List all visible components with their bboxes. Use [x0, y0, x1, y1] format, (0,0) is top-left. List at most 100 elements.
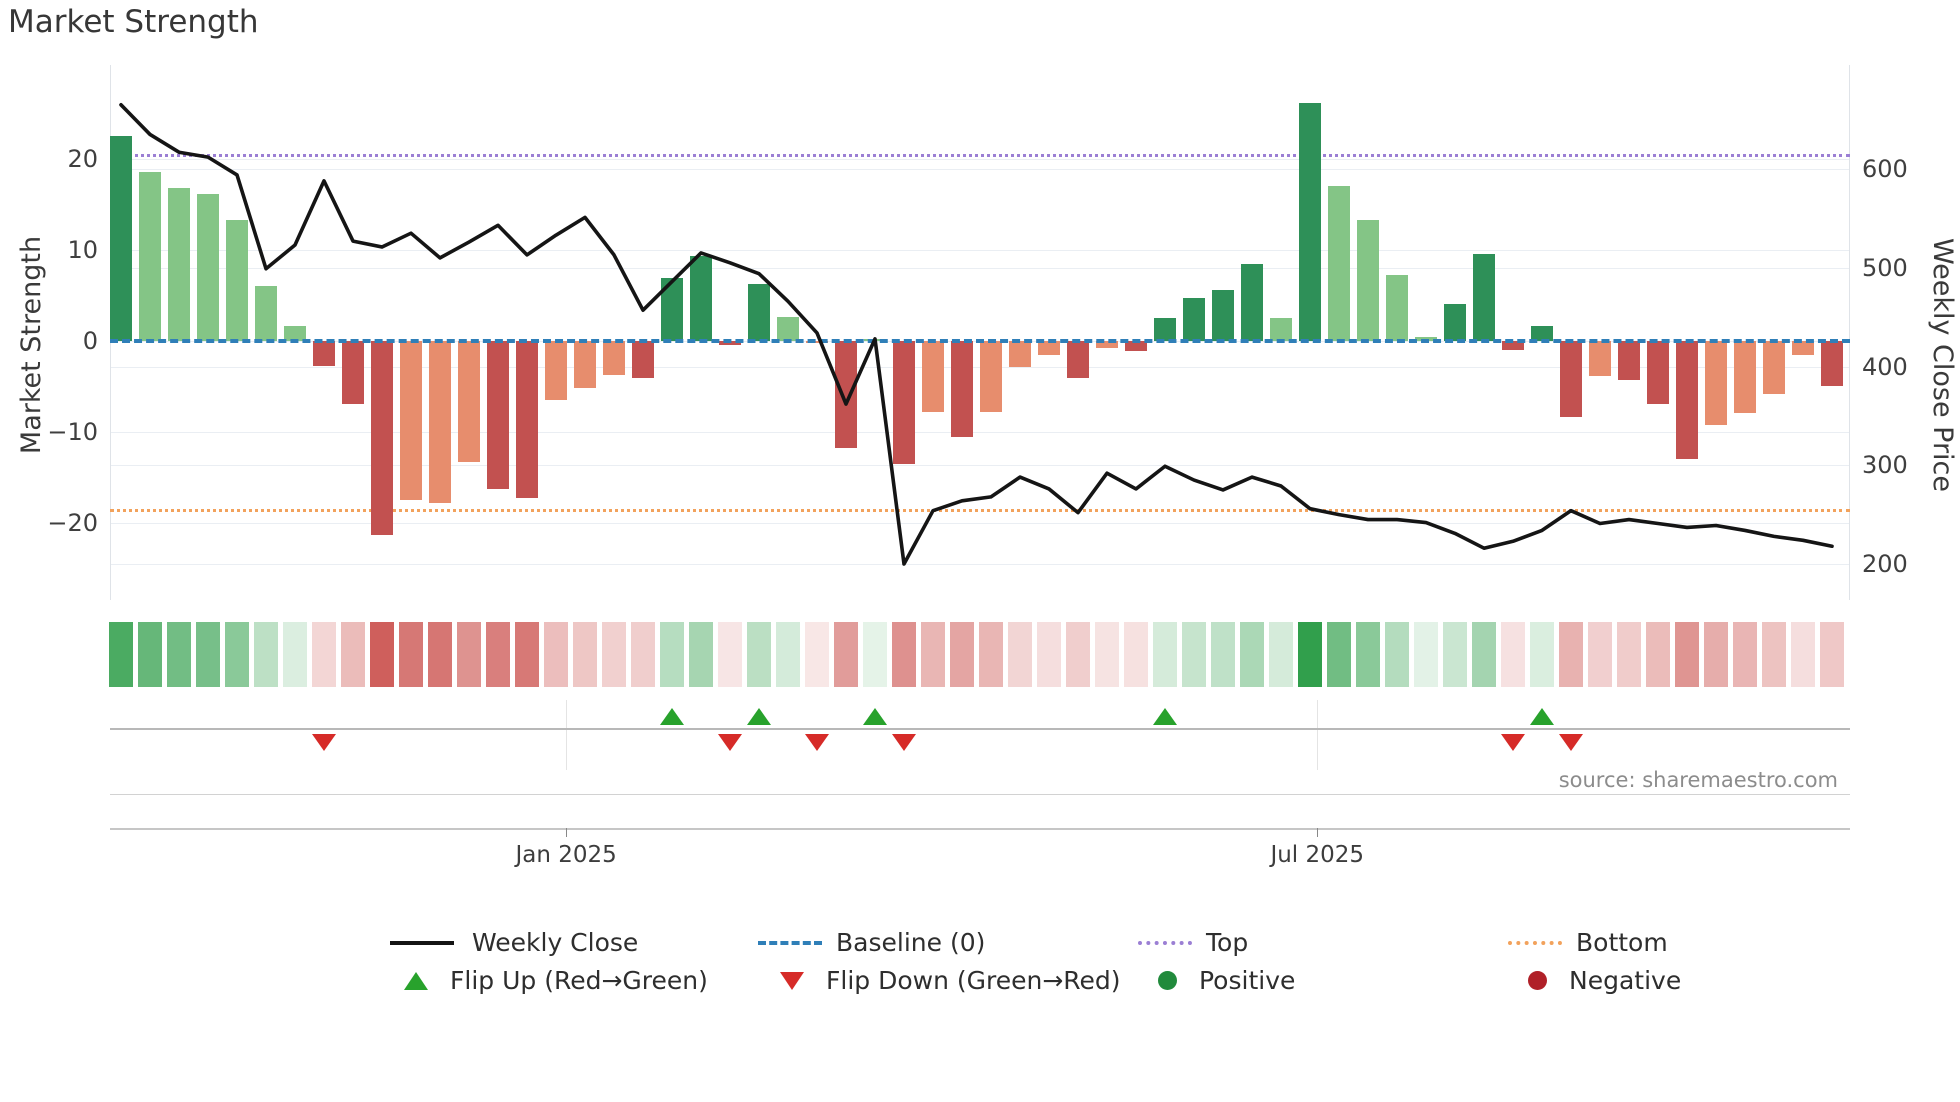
- top-dotted-swatch: [1138, 940, 1192, 945]
- heat-strip-cell: [1588, 622, 1612, 687]
- strength-bar: [690, 256, 712, 341]
- h-gridline: [110, 465, 1850, 467]
- heat-strip-cell: [1559, 622, 1583, 687]
- legend-label: Positive: [1199, 966, 1296, 995]
- legend-item-flip-up: Flip Up (Red→Green): [404, 966, 708, 995]
- bottom-threshold-line: [110, 509, 1850, 513]
- heat-strip-cell: [341, 622, 365, 687]
- heat-strip-cell: [196, 622, 220, 687]
- x-tick-label: Jul 2025: [1270, 842, 1365, 868]
- heat-strip-cell: [747, 622, 771, 687]
- flip-up-marker: [863, 708, 887, 725]
- marker-midline: [110, 728, 1850, 730]
- strength-bar: [516, 341, 538, 499]
- strength-bar: [487, 341, 509, 490]
- flip-down-marker: [1501, 734, 1525, 751]
- heat-strip-cell: [167, 622, 191, 687]
- heat-strip-cell: [1675, 622, 1699, 687]
- heat-strip-cell: [225, 622, 249, 687]
- legend-label: Negative: [1569, 966, 1682, 995]
- legend-item-weekly-close: Weekly Close: [390, 928, 638, 957]
- strength-bar: [1473, 253, 1495, 341]
- heat-strip-cell: [805, 622, 829, 687]
- strength-bar: [1125, 341, 1147, 351]
- baseline-dash-swatch: [758, 940, 822, 945]
- heat-strip-cell: [1472, 622, 1496, 687]
- heat-strip-cell: [1530, 622, 1554, 687]
- strength-bar: [1589, 341, 1611, 376]
- heat-strip-cell: [283, 622, 307, 687]
- weekly-close-line-swatch: [390, 940, 454, 945]
- strength-bar: [1096, 341, 1118, 349]
- legend-item-positive: Positive: [1158, 966, 1295, 995]
- heat-strip-cell: [1791, 622, 1815, 687]
- legend-item-negative: Negative: [1528, 966, 1681, 995]
- right-tick-label: 300: [1862, 451, 1908, 480]
- weekly-close-path: [119, 103, 1834, 566]
- heat-strip-cell: [1820, 622, 1844, 687]
- panel-separator: [110, 794, 1850, 795]
- heat-strip-cell: [1704, 622, 1728, 687]
- heat-strip-cell: [370, 622, 394, 687]
- heat-strip-cell: [544, 622, 568, 687]
- heat-strip-cell: [1269, 622, 1293, 687]
- flip-up-marker: [1530, 708, 1554, 725]
- heat-strip-cell: [1327, 622, 1351, 687]
- heat-strip-cell: [834, 622, 858, 687]
- strength-bar: [1647, 341, 1669, 404]
- heat-strip-cell: [399, 622, 423, 687]
- heat-strip-cell: [515, 622, 539, 687]
- heat-strip-cell: [1501, 622, 1525, 687]
- flip-down-marker: [805, 734, 829, 751]
- top-threshold-line: [110, 153, 1850, 157]
- strength-bar: [110, 136, 132, 341]
- h-gridline: [110, 250, 1850, 251]
- heat-strip-cell: [428, 622, 452, 687]
- heat-strip-cell: [254, 622, 278, 687]
- legend-label: Flip Up (Red→Green): [450, 966, 708, 995]
- strength-bar: [545, 341, 567, 401]
- strength-bar: [748, 283, 770, 341]
- heat-strip-cell: [950, 622, 974, 687]
- v-gridline: [566, 700, 568, 770]
- flip-up-marker: [660, 708, 684, 725]
- heat-strip-cell: [602, 622, 626, 687]
- left-tick-label: 10: [67, 236, 98, 264]
- strength-bar: [255, 286, 277, 341]
- heat-strip-cell: [1066, 622, 1090, 687]
- strength-bar: [284, 326, 306, 341]
- flip-down-marker: [718, 734, 742, 751]
- heat-strip-cell: [689, 622, 713, 687]
- page-title: Market Strength: [8, 4, 259, 40]
- strength-bar: [371, 341, 393, 535]
- strength-bar: [603, 341, 625, 375]
- strength-bar: [1067, 341, 1089, 379]
- baseline-zero-line: [110, 339, 1850, 343]
- strength-bar: [1299, 102, 1321, 341]
- heat-strip-cell: [1182, 622, 1206, 687]
- strength-bar: [1618, 341, 1640, 381]
- heat-strip-cell: [573, 622, 597, 687]
- heat-strip-cell: [1443, 622, 1467, 687]
- heat-strip-cell: [863, 622, 887, 687]
- heat-strip-cell: [1414, 622, 1438, 687]
- strength-bar: [1328, 186, 1350, 341]
- left-tick-label: 0: [82, 327, 98, 355]
- legend-label: Bottom: [1576, 928, 1668, 957]
- heat-strip-cell: [1240, 622, 1264, 687]
- h-gridline: [110, 523, 1850, 524]
- strength-bar: [342, 341, 364, 404]
- left-tick-label: −20: [47, 509, 98, 537]
- positive-dot-icon: [1158, 971, 1177, 990]
- x-tick-mark: [1317, 828, 1319, 837]
- strength-bar: [139, 171, 161, 341]
- strength-bar: [922, 341, 944, 412]
- strength-bar: [1183, 298, 1205, 341]
- heat-strip-cell: [1095, 622, 1119, 687]
- h-gridline: [110, 432, 1850, 433]
- left-tick-label: 20: [67, 145, 98, 173]
- right-spine: [1849, 65, 1850, 600]
- strength-bar: [1734, 341, 1756, 413]
- heat-strip-cell: [1211, 622, 1235, 687]
- strength-bar: [1763, 341, 1785, 394]
